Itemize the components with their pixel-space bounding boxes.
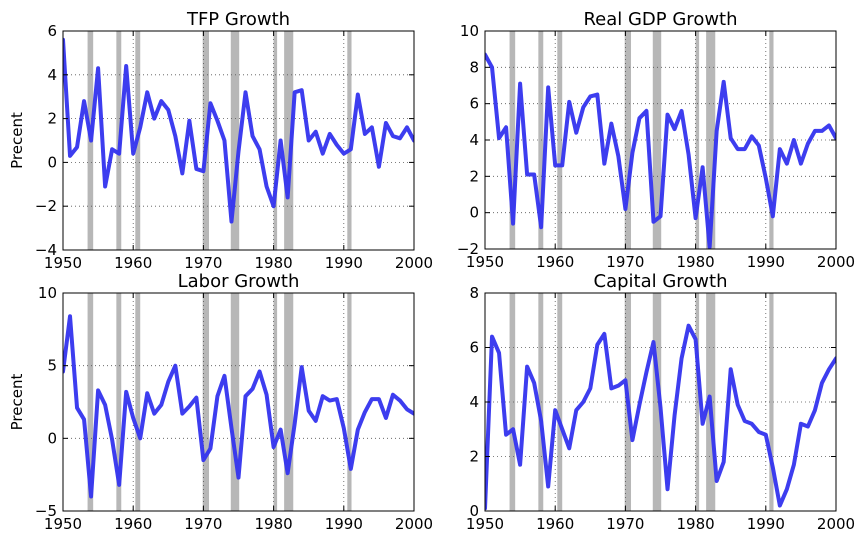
- real-gdp-growth-recession-band-0: [509, 31, 516, 249]
- capital-growth-xtick-label-2: 1970: [606, 515, 644, 533]
- capital-growth-xtick-label-4: 1990: [747, 515, 785, 533]
- real-gdp-growth-xtick-label-1: 1960: [536, 253, 574, 271]
- tfp-growth-ytick-label-3: 2: [47, 110, 57, 128]
- tfp-growth-axes-frame: [62, 30, 415, 251]
- capital-growth-recession-band-7: [769, 293, 774, 511]
- labor-growth-xtick-label-2: 1970: [184, 515, 222, 533]
- capital-growth-xtick-label-3: 1980: [677, 515, 715, 533]
- labor-growth-xtick-label-5: 2000: [395, 515, 433, 533]
- labor-growth-recession-band-6: [284, 293, 294, 511]
- real-gdp-growth-recession-band-4: [652, 31, 662, 249]
- labor-growth-series-line: [63, 314, 414, 499]
- capital-growth-recession-band-1: [538, 293, 544, 511]
- tfp-growth-recession-band-5: [273, 31, 278, 250]
- capital-growth-recession-band-2: [557, 293, 563, 511]
- tfp-growth-title: TFP Growth: [186, 9, 290, 30]
- labor-growth-xtick-label-3: 1980: [255, 515, 293, 533]
- labor-growth-ylabel: Precent: [8, 374, 26, 431]
- tfp-growth-ylabel: Precent: [8, 112, 26, 169]
- tfp-growth-xtick-label-1: 1960: [114, 254, 152, 272]
- tfp-growth-ytick-label-5: 6: [47, 22, 57, 40]
- real-gdp-growth-xtick-label-4: 1990: [747, 253, 785, 271]
- labor-growth-xtick-label-0: 1950: [44, 515, 82, 533]
- labor-growth-recession-band-3: [202, 293, 210, 511]
- labor-growth-recession-band-0: [87, 293, 94, 511]
- labor-growth-recession-band-2: [135, 293, 141, 511]
- tfp-growth-series-line: [63, 37, 414, 224]
- labor-growth-recession-band-5: [273, 293, 278, 511]
- real-gdp-growth-ytick-label-1: 0: [469, 204, 479, 222]
- real-gdp-growth-recession-band-3: [624, 31, 632, 249]
- real-gdp-growth-xtick-label-5: 2000: [817, 253, 855, 271]
- panel-real-gdp-growth: 1950 1960 1970 1980 1990 2000 −2 0 2 4 6 8 10 Real GD…: [457, 9, 855, 271]
- labor-growth-xtick-label-4: 1990: [325, 515, 363, 533]
- labor-growth-ytick-label-1: 0: [47, 429, 57, 447]
- panel-capital-growth: 1950 1960 1970 1980 1990 2000 0 2 4 6 8 Capital Gro…: [466, 271, 855, 533]
- labor-growth-title: Labor Growth: [178, 271, 300, 292]
- real-gdp-growth-recession-band-2: [557, 31, 563, 249]
- labor-growth-recession-band-7: [347, 293, 352, 511]
- capital-growth-xtick-label-0: 1950: [466, 515, 504, 533]
- panel-tfp-growth: 1950 1960 1970 1980 1990 2000 −4 −2 0 2 4 6 TFP Grow…: [8, 9, 433, 272]
- capital-growth-title: Capital Growth: [594, 271, 728, 292]
- real-gdp-growth-recession-band-1: [538, 31, 544, 249]
- real-gdp-growth-title: Real GDP Growth: [583, 9, 737, 30]
- real-gdp-growth-recession-band-6: [706, 31, 716, 249]
- capital-growth-ytick-label-4: 8: [469, 284, 479, 302]
- labor-growth-axes-frame: [62, 292, 415, 512]
- labor-growth-xtick-label-1: 1960: [114, 515, 152, 533]
- tfp-growth-recession-band-7: [347, 31, 352, 250]
- capital-growth-ytick-label-1: 2: [469, 448, 479, 466]
- real-gdp-growth-xtick-label-3: 1980: [677, 253, 715, 271]
- tfp-growth-recession-band-4: [230, 31, 240, 250]
- real-gdp-growth-ytick-label-6: 10: [460, 22, 479, 40]
- real-gdp-growth-ytick-label-2: 2: [469, 167, 479, 185]
- capital-growth-xtick-label-1: 1960: [536, 515, 574, 533]
- real-gdp-growth-ytick-label-4: 6: [469, 95, 479, 113]
- real-gdp-growth-ytick-label-5: 8: [469, 58, 479, 76]
- capital-growth-ytick-label-3: 6: [469, 339, 479, 357]
- capital-growth-recession-band-4: [652, 293, 662, 511]
- labor-growth-recession-band-1: [116, 293, 122, 511]
- real-gdp-growth-xtick-label-0: 1950: [466, 253, 504, 271]
- tfp-growth-xtick-label-5: 2000: [395, 254, 433, 272]
- panel-labor-growth: 1950 1960 1970 1980 1990 2000 −5 0 5 10 Labor Grow…: [8, 271, 433, 533]
- real-gdp-growth-ytick-label-0: −2: [457, 240, 479, 258]
- capital-growth-series-line: [485, 323, 836, 511]
- labor-growth-recession-band-4: [230, 293, 240, 511]
- tfp-growth-ytick-label-0: −4: [35, 241, 57, 259]
- real-gdp-growth-xtick-label-2: 1970: [606, 253, 644, 271]
- tfp-growth-xtick-label-4: 1990: [325, 254, 363, 272]
- tfp-growth-ytick-label-2: 0: [47, 153, 57, 171]
- tfp-growth-ytick-label-4: 4: [47, 66, 57, 84]
- capital-growth-ytick-label-2: 4: [469, 393, 479, 411]
- real-gdp-growth-ytick-label-3: 4: [469, 131, 479, 149]
- real-gdp-growth-series-line: [485, 52, 836, 249]
- capital-growth-xtick-label-5: 2000: [817, 515, 855, 533]
- capital-growth-recession-band-0: [509, 293, 516, 511]
- labor-growth-ytick-label-0: −5: [35, 502, 57, 520]
- tfp-growth-xtick-label-3: 1980: [255, 254, 293, 272]
- real-gdp-growth-recession-band-7: [769, 31, 774, 249]
- tfp-growth-xtick-label-0: 1950: [44, 254, 82, 272]
- tfp-growth-xtick-label-2: 1970: [184, 254, 222, 272]
- labor-growth-ytick-label-3: 10: [38, 284, 57, 302]
- capital-growth-ytick-label-0: 0: [469, 502, 479, 520]
- tfp-growth-ytick-label-1: −2: [35, 197, 57, 215]
- tfp-growth-recession-band-6: [284, 31, 294, 250]
- labor-growth-ytick-label-2: 5: [47, 357, 57, 375]
